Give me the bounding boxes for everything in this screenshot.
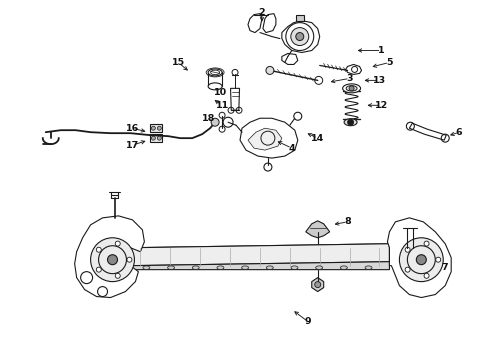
Polygon shape <box>345 64 362 75</box>
Ellipse shape <box>316 266 322 269</box>
Ellipse shape <box>365 266 372 269</box>
Polygon shape <box>130 262 390 270</box>
Polygon shape <box>263 14 276 32</box>
Circle shape <box>424 273 429 278</box>
Text: 12: 12 <box>375 101 388 110</box>
Ellipse shape <box>341 266 347 269</box>
Text: 4: 4 <box>289 144 295 153</box>
Polygon shape <box>409 123 446 140</box>
Text: 18: 18 <box>201 114 215 123</box>
Circle shape <box>291 28 309 45</box>
Polygon shape <box>74 216 145 298</box>
Polygon shape <box>296 15 304 21</box>
Text: 2: 2 <box>259 8 265 17</box>
Circle shape <box>296 32 304 41</box>
Text: 15: 15 <box>172 58 185 67</box>
Ellipse shape <box>343 84 361 93</box>
Text: 6: 6 <box>456 128 463 137</box>
Polygon shape <box>388 218 451 298</box>
Ellipse shape <box>291 266 298 269</box>
Circle shape <box>115 241 120 246</box>
Text: 16: 16 <box>126 124 139 133</box>
Circle shape <box>399 238 443 282</box>
Ellipse shape <box>208 83 222 90</box>
Text: 9: 9 <box>304 317 311 326</box>
Circle shape <box>151 126 155 130</box>
Circle shape <box>211 118 219 126</box>
Circle shape <box>97 267 101 272</box>
Text: 10: 10 <box>214 88 227 97</box>
Ellipse shape <box>192 266 199 269</box>
Text: 1: 1 <box>378 46 385 55</box>
Circle shape <box>424 241 429 246</box>
Ellipse shape <box>242 266 248 269</box>
Circle shape <box>127 257 132 262</box>
Circle shape <box>98 287 107 297</box>
Ellipse shape <box>266 266 273 269</box>
Text: 3: 3 <box>346 74 353 83</box>
Ellipse shape <box>208 69 222 76</box>
Text: 8: 8 <box>344 217 351 226</box>
Circle shape <box>81 272 93 284</box>
Text: 14: 14 <box>311 134 324 143</box>
Text: 11: 11 <box>216 101 229 110</box>
Circle shape <box>266 67 274 75</box>
Circle shape <box>151 136 155 140</box>
Polygon shape <box>248 14 262 32</box>
Ellipse shape <box>346 86 357 91</box>
Circle shape <box>405 247 410 252</box>
Ellipse shape <box>143 266 150 269</box>
Polygon shape <box>130 244 390 248</box>
Polygon shape <box>150 134 162 142</box>
Polygon shape <box>282 21 319 53</box>
Text: 7: 7 <box>441 263 447 272</box>
Ellipse shape <box>217 266 224 269</box>
Polygon shape <box>282 54 298 64</box>
Circle shape <box>436 257 441 262</box>
Polygon shape <box>130 244 390 266</box>
Circle shape <box>91 238 134 282</box>
Polygon shape <box>248 128 282 150</box>
Circle shape <box>157 136 161 140</box>
Text: 17: 17 <box>126 141 139 150</box>
Polygon shape <box>312 278 324 292</box>
Circle shape <box>349 86 354 91</box>
Circle shape <box>97 247 101 252</box>
Circle shape <box>347 119 354 125</box>
Polygon shape <box>240 118 298 158</box>
Circle shape <box>416 255 426 265</box>
Circle shape <box>115 273 120 278</box>
Circle shape <box>315 282 321 288</box>
Ellipse shape <box>168 266 174 269</box>
Circle shape <box>405 267 410 272</box>
Text: 13: 13 <box>373 76 386 85</box>
Text: 5: 5 <box>386 58 392 67</box>
Polygon shape <box>231 88 240 110</box>
Polygon shape <box>150 124 162 132</box>
Circle shape <box>157 126 161 130</box>
Polygon shape <box>306 221 330 238</box>
Circle shape <box>107 255 118 265</box>
Ellipse shape <box>344 119 357 126</box>
